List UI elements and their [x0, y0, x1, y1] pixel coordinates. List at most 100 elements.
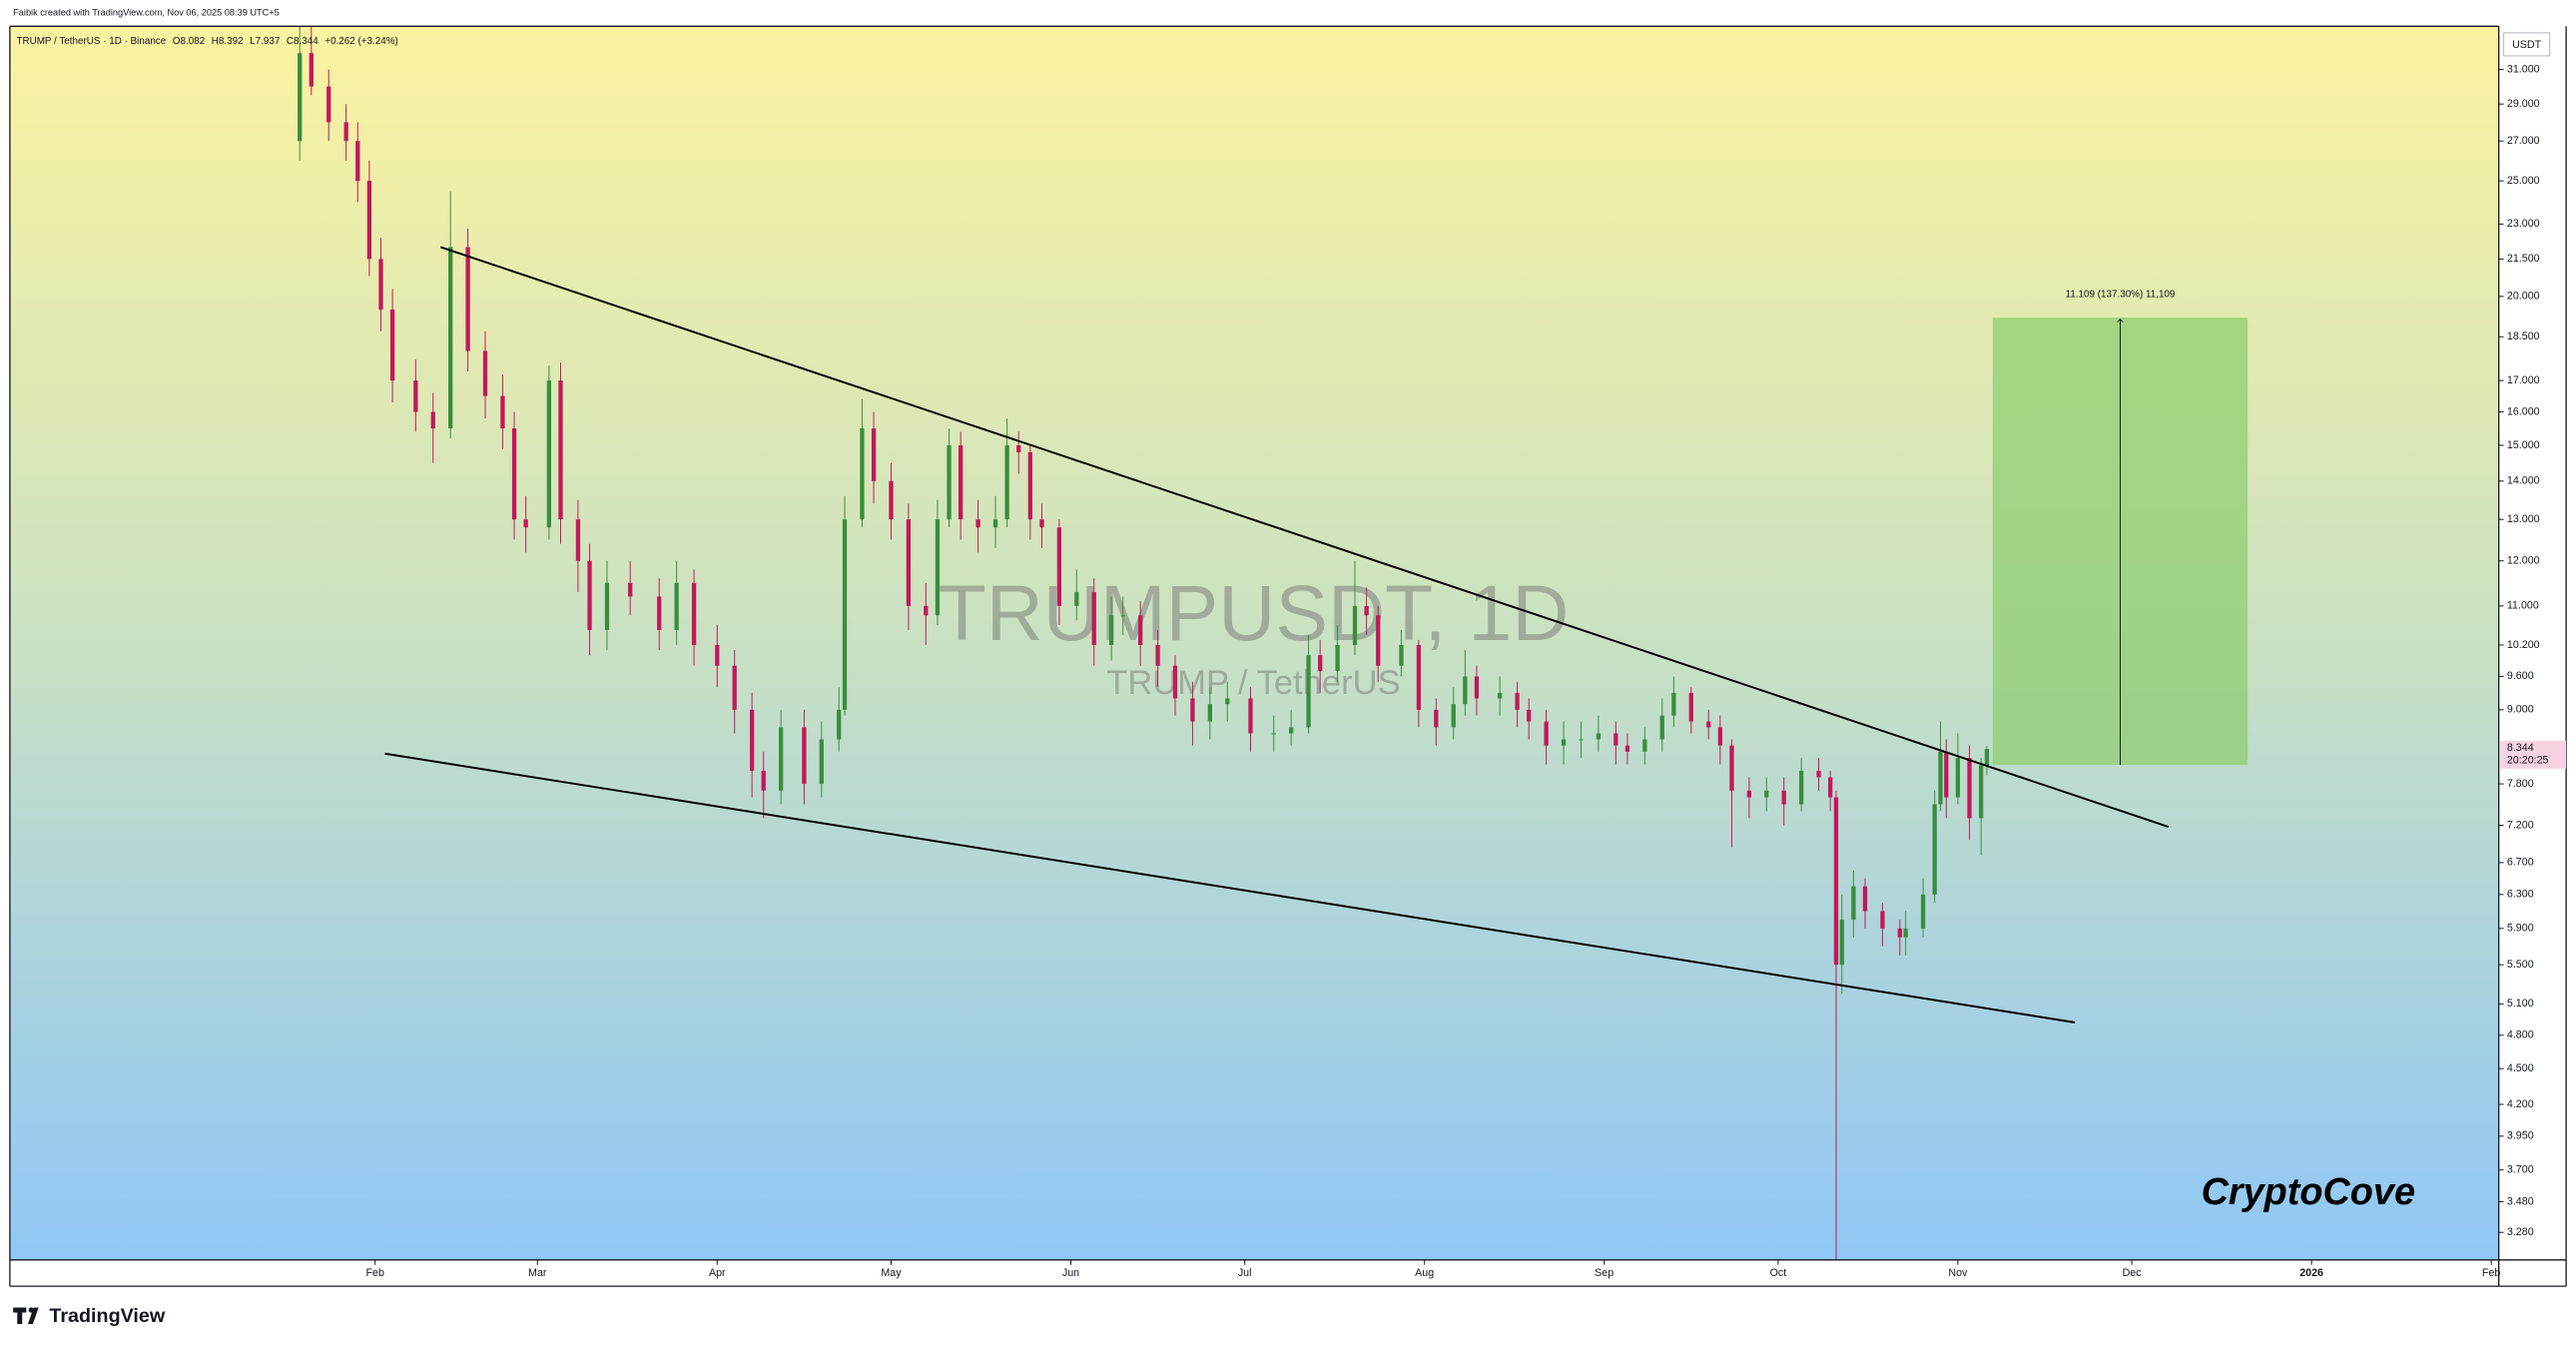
- x-tick-label: May: [881, 1267, 902, 1279]
- candle: [674, 560, 679, 645]
- candle-body: [546, 380, 552, 528]
- candle-body: [749, 709, 755, 771]
- candle: [500, 374, 505, 449]
- currency-box[interactable]: [2503, 32, 2551, 57]
- candle-body: [1967, 758, 1972, 819]
- candle: [1880, 903, 1885, 947]
- candle: [715, 625, 720, 688]
- candle: [1642, 727, 1647, 765]
- last-price-box: [2500, 740, 2567, 769]
- y-tick-label: 7.800: [2507, 778, 2534, 790]
- candle: [430, 392, 435, 463]
- candle-body: [448, 247, 453, 429]
- candle-body: [1544, 721, 1549, 746]
- candle: [604, 560, 610, 651]
- candle-body: [1642, 739, 1647, 752]
- candle: [1561, 721, 1567, 765]
- candle: [1515, 681, 1520, 728]
- candle-body: [366, 181, 372, 260]
- legend-value: 8.082: [181, 36, 206, 47]
- candle: [657, 578, 662, 651]
- candle: [1839, 894, 1844, 995]
- candle-body: [1289, 727, 1294, 734]
- candle-body: [1579, 739, 1584, 741]
- candle: [1172, 655, 1178, 716]
- candle-body: [1108, 615, 1114, 645]
- y-tick-label: 5.900: [2507, 923, 2534, 935]
- candle: [1352, 560, 1358, 656]
- candle: [482, 331, 488, 419]
- y-tick-label: 23.000: [2507, 218, 2540, 230]
- candle-body: [378, 259, 383, 310]
- candle: [1120, 596, 1125, 635]
- candle-body: [1515, 692, 1520, 710]
- candle-body: [1729, 745, 1734, 791]
- y-tick-label: 31.000: [2507, 63, 2540, 75]
- candle-body: [1056, 527, 1062, 606]
- candle-body: [1932, 804, 1937, 895]
- candle-body: [1828, 777, 1833, 798]
- candle-body: [1613, 733, 1618, 746]
- legend: TRUMP / TetherUS · 1D · Binance O8.082 H8.…: [16, 36, 397, 47]
- candle: [924, 582, 929, 645]
- candle: [413, 359, 418, 432]
- candle-body: [587, 560, 592, 630]
- y-tick-label: 5.100: [2507, 998, 2534, 1010]
- candle: [1207, 687, 1212, 740]
- candle-body: [326, 86, 331, 123]
- candle-body: [1463, 676, 1468, 705]
- trend-line: [384, 752, 2076, 1023]
- candle: [1984, 746, 1990, 776]
- candle-body: [992, 519, 998, 528]
- candle-body: [761, 770, 766, 791]
- candle: [1579, 721, 1584, 759]
- candle-body: [837, 709, 842, 740]
- signature: CryptoCove: [2202, 1171, 2415, 1213]
- candle: [819, 721, 824, 798]
- candle: [1434, 698, 1439, 746]
- legend-letter: H: [212, 36, 219, 47]
- candle: [366, 160, 372, 277]
- candle: [1364, 587, 1369, 635]
- y-tick-label: 29.000: [2507, 98, 2540, 110]
- candle: [1978, 758, 1984, 856]
- candle-body: [715, 644, 720, 666]
- candle-body: [1138, 615, 1143, 645]
- y-tick-label: 3.280: [2507, 1226, 2534, 1238]
- y-tick-label: 12.000: [2507, 555, 2540, 567]
- y-tick-label: 9.000: [2507, 704, 2534, 716]
- brand-logo[interactable]: TradingView: [13, 1305, 166, 1327]
- measure-label: 11.109 (137.30%) 11,109: [2066, 290, 2176, 301]
- x-tick-label: Dec: [2123, 1267, 2143, 1279]
- candle-body: [1688, 692, 1693, 722]
- y-tick-label: 16.000: [2507, 405, 2540, 417]
- candle-body: [1248, 698, 1253, 734]
- candle: [1544, 709, 1549, 765]
- candle-body: [298, 53, 303, 142]
- candle-body: [1399, 644, 1404, 666]
- legend-value: 8.392: [219, 36, 244, 47]
- candle: [1932, 790, 1937, 904]
- candle: [871, 411, 877, 504]
- candle: [1938, 721, 1943, 812]
- y-tick-label: 7.200: [2507, 819, 2534, 831]
- legend-letter: L: [250, 36, 256, 47]
- x-tick-label: Mar: [528, 1267, 547, 1279]
- trend-line: [439, 246, 2170, 828]
- y-tick-label: 10.200: [2507, 639, 2540, 651]
- candle-body: [604, 582, 610, 630]
- candle: [906, 503, 912, 630]
- y-tick-label: 6.700: [2507, 857, 2534, 869]
- candle: [389, 289, 395, 402]
- candle: [355, 122, 360, 203]
- candle: [1717, 715, 1722, 765]
- candle: [1897, 920, 1902, 956]
- candle-body: [1717, 727, 1722, 746]
- candle-body: [1172, 665, 1178, 699]
- candle: [935, 499, 941, 626]
- candle: [1613, 721, 1618, 765]
- candle: [1920, 878, 1926, 938]
- candle-body: [1833, 797, 1839, 966]
- candle: [1851, 870, 1856, 938]
- candle-body: [413, 380, 418, 412]
